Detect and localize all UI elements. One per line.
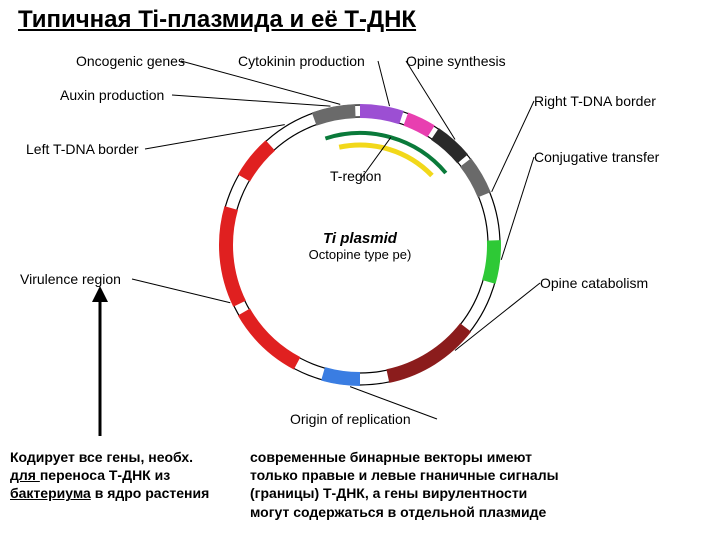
svg-text:Auxin production: Auxin production xyxy=(60,87,164,103)
bl-line2: для переноса Т-ДНК из xyxy=(10,466,209,484)
virulence-arrow xyxy=(82,286,122,446)
br-line1: современные бинарные векторы имеют xyxy=(250,448,559,466)
bl-line1: Кодирует все гены, необх. xyxy=(10,448,209,466)
svg-text:Virulence region: Virulence region xyxy=(20,271,121,287)
svg-text:Conjugative transfer: Conjugative transfer xyxy=(534,149,660,165)
svg-text:Right T-DNA border: Right T-DNA border xyxy=(534,93,656,109)
center-title: Ti plasmid xyxy=(300,230,420,247)
center-subtitle: Octopine type pe) xyxy=(300,247,420,262)
svg-text:Left T-DNA border: Left T-DNA border xyxy=(26,141,139,157)
center-label: Ti plasmid Octopine type pe) xyxy=(300,230,420,262)
svg-text:Origin of replication: Origin of replication xyxy=(290,411,411,427)
svg-text:Opine synthesis: Opine synthesis xyxy=(406,53,506,69)
bottom-left-note: Кодирует все гены, необх. для переноса Т… xyxy=(10,448,209,503)
bl-line3: бактериума в ядро растения xyxy=(10,484,209,502)
svg-text:Cytokinin production: Cytokinin production xyxy=(238,53,365,69)
br-line2: только правые и левые гнаничные сигналы xyxy=(250,466,559,484)
bottom-right-note: современные бинарные векторы имеют тольк… xyxy=(250,448,559,521)
br-line3: (границы) Т-ДНК, а гены вирулентности xyxy=(250,484,559,502)
svg-text:Opine catabolism: Opine catabolism xyxy=(540,275,648,291)
svg-text:Oncogenic genes: Oncogenic genes xyxy=(76,53,185,69)
page-title: Типичная Ti-плазмида и её Т-ДНК xyxy=(18,6,416,34)
br-line4: могут содержаться в отдельной плазмиде xyxy=(250,503,559,521)
t-region-label: T-region xyxy=(330,168,381,184)
